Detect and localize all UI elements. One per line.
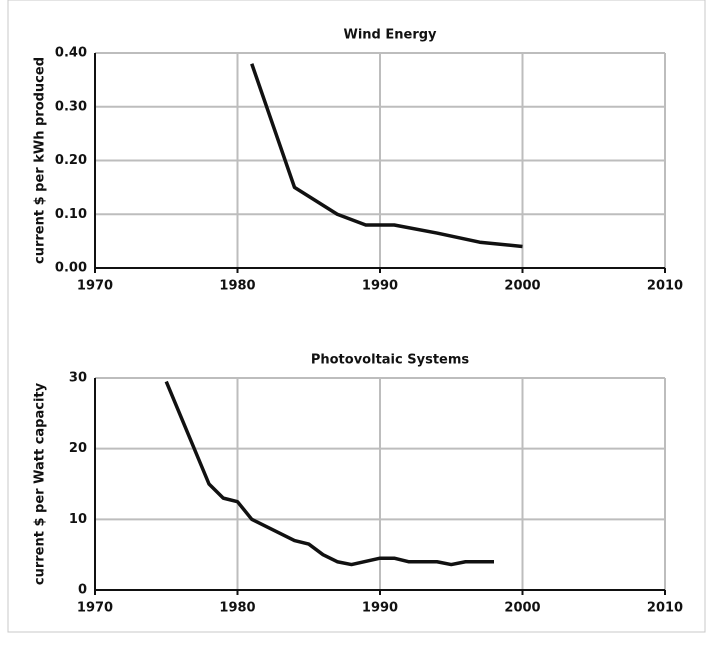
x-tick-label: 1970: [77, 601, 113, 616]
chart-title: Wind Energy: [343, 28, 437, 43]
x-tick-label: 1980: [219, 601, 255, 616]
chart-title: Photovoltaic Systems: [311, 353, 470, 368]
x-tick-label: 1980: [219, 279, 255, 294]
y-tick-label: 0.30: [55, 99, 87, 114]
y-axis-label: current $ per kWh produced: [33, 57, 48, 264]
frame: [7, 0, 706, 633]
y-tick-label: 0.40: [55, 46, 87, 61]
x-tick-label: 2010: [647, 601, 683, 616]
y-tick-label: 0.20: [55, 153, 87, 168]
x-tick-label: 2000: [504, 601, 540, 616]
y-tick-label: 30: [69, 371, 87, 386]
y-axis-label: current $ per Watt capacity: [33, 382, 48, 585]
x-tick-label: 1990: [362, 601, 398, 616]
y-tick-label: 20: [69, 441, 87, 456]
data-line: [250, 63, 523, 249]
y-tick-label: 0.00: [55, 261, 87, 276]
y-tick-label: 0.10: [55, 207, 87, 222]
x-tick-label: 1990: [362, 279, 398, 294]
x-tick-label: 2010: [647, 279, 683, 294]
y-tick-label: 0: [78, 583, 87, 598]
y-tick-label: 10: [69, 512, 87, 527]
x-tick-label: 2000: [504, 279, 540, 294]
x-tick-label: 1970: [77, 279, 113, 294]
data-line: [164, 380, 494, 567]
